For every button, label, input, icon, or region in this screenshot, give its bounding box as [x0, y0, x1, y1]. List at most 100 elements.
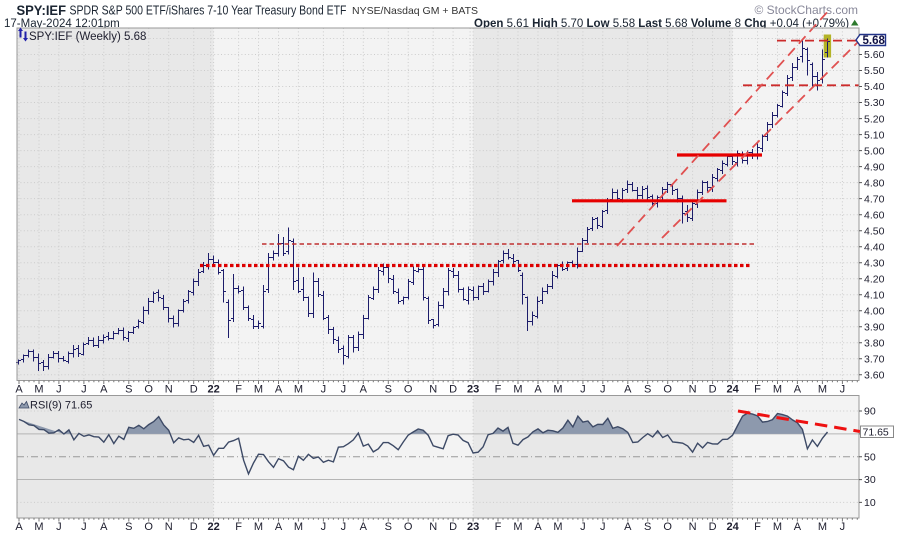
svg-text:RSI(9) 71.65: RSI(9) 71.65	[30, 400, 92, 412]
svg-text:50: 50	[864, 451, 876, 463]
svg-text:J: J	[840, 384, 846, 396]
svg-text:M: M	[34, 521, 43, 533]
svg-text:71.65: 71.65	[863, 426, 889, 438]
svg-text:O: O	[663, 384, 672, 396]
svg-text:S: S	[644, 521, 651, 533]
svg-text:5.30: 5.30	[864, 97, 885, 109]
svg-text:F: F	[235, 521, 242, 533]
svg-text:D: D	[190, 384, 198, 396]
svg-text:S: S	[644, 384, 651, 396]
svg-text:J: J	[341, 384, 347, 396]
svg-text:F: F	[235, 384, 242, 396]
svg-text:A: A	[100, 521, 108, 533]
svg-text:SPY:IEF: SPY:IEF	[17, 3, 67, 18]
svg-text:SPDR S&P 500 ETF/iShares 7-10: SPDR S&P 500 ETF/iShares 7-10 Year Treas…	[70, 4, 347, 18]
svg-text:J: J	[321, 384, 327, 396]
svg-text:O: O	[404, 384, 413, 396]
svg-text:NYSE/Nasdaq GM + BATS: NYSE/Nasdaq GM + BATS	[352, 5, 478, 17]
svg-text:A: A	[534, 521, 542, 533]
svg-text:D: D	[449, 384, 457, 396]
svg-text:N: N	[165, 521, 173, 533]
svg-text:A: A	[360, 384, 368, 396]
svg-text:M: M	[34, 384, 43, 396]
svg-text:5.00: 5.00	[864, 145, 885, 157]
svg-text:23: 23	[467, 384, 479, 396]
svg-text:3.70: 3.70	[864, 354, 885, 366]
svg-text:J: J	[600, 384, 606, 396]
svg-text:F: F	[754, 521, 761, 533]
svg-text:5.60: 5.60	[864, 49, 885, 61]
svg-text:M: M	[553, 384, 562, 396]
svg-text:A: A	[15, 521, 23, 533]
svg-text:F: F	[754, 384, 761, 396]
svg-text:4.40: 4.40	[864, 241, 885, 253]
svg-text:J: J	[580, 384, 586, 396]
svg-text:N: N	[429, 521, 437, 533]
svg-text:M: M	[254, 521, 263, 533]
svg-text:A: A	[794, 384, 802, 396]
svg-text:5.40: 5.40	[864, 81, 885, 93]
svg-text:© StockCharts.com: © StockCharts.com	[754, 3, 858, 17]
svg-text:5.68: 5.68	[863, 35, 886, 47]
svg-text:O: O	[404, 521, 413, 533]
svg-text:D: D	[709, 384, 717, 396]
svg-text:A: A	[794, 521, 802, 533]
svg-text:A: A	[275, 384, 283, 396]
svg-text:J: J	[81, 521, 87, 533]
svg-text:22: 22	[207, 384, 219, 396]
svg-text:O: O	[144, 521, 153, 533]
svg-text:M: M	[294, 384, 303, 396]
svg-text:N: N	[689, 384, 697, 396]
svg-text:SPY:IEF (Weekly) 5.68: SPY:IEF (Weekly) 5.68	[29, 31, 146, 43]
svg-text:A: A	[624, 384, 632, 396]
svg-text:4.50: 4.50	[864, 225, 885, 237]
svg-text:4.10: 4.10	[864, 289, 885, 301]
svg-text:24: 24	[726, 384, 739, 396]
svg-text:F: F	[495, 384, 502, 396]
svg-text:J: J	[840, 521, 846, 533]
svg-text:N: N	[689, 521, 697, 533]
svg-text:O: O	[144, 384, 153, 396]
svg-text:J: J	[321, 521, 327, 533]
svg-text:5.10: 5.10	[864, 129, 885, 141]
svg-text:M: M	[818, 521, 827, 533]
svg-text:A: A	[100, 384, 108, 396]
svg-text:S: S	[385, 521, 392, 533]
svg-text:A: A	[15, 384, 23, 396]
svg-text:M: M	[513, 384, 522, 396]
svg-text:A: A	[360, 521, 368, 533]
svg-text:J: J	[81, 384, 87, 396]
svg-text:5.50: 5.50	[864, 65, 885, 77]
svg-text:M: M	[553, 521, 562, 533]
svg-text:N: N	[429, 384, 437, 396]
svg-text:J: J	[56, 521, 62, 533]
svg-text:4.90: 4.90	[864, 161, 885, 173]
svg-text:J: J	[56, 384, 62, 396]
svg-text:A: A	[534, 384, 542, 396]
svg-text:S: S	[385, 384, 392, 396]
svg-text:22: 22	[207, 521, 219, 533]
svg-text:3.80: 3.80	[864, 338, 885, 350]
svg-text:3.60: 3.60	[864, 370, 885, 382]
svg-text:4.70: 4.70	[864, 193, 885, 205]
svg-text:M: M	[773, 384, 782, 396]
svg-text:J: J	[580, 521, 586, 533]
svg-text:5.20: 5.20	[864, 113, 885, 125]
svg-text:M: M	[294, 521, 303, 533]
svg-text:10: 10	[864, 497, 876, 509]
svg-text:17-May-2024 12:01pm: 17-May-2024 12:01pm	[4, 18, 120, 30]
svg-text:J: J	[341, 521, 347, 533]
svg-text:24: 24	[726, 521, 739, 533]
svg-text:M: M	[818, 384, 827, 396]
svg-text:D: D	[449, 521, 457, 533]
svg-text:S: S	[125, 521, 132, 533]
svg-text:D: D	[709, 521, 717, 533]
svg-text:4.80: 4.80	[864, 177, 885, 189]
svg-text:3.90: 3.90	[864, 322, 885, 334]
svg-text:A: A	[275, 521, 283, 533]
svg-text:D: D	[190, 521, 198, 533]
svg-text:30: 30	[864, 474, 876, 486]
svg-text:O: O	[663, 521, 672, 533]
svg-text:4.00: 4.00	[864, 305, 885, 317]
svg-text:A: A	[624, 521, 632, 533]
